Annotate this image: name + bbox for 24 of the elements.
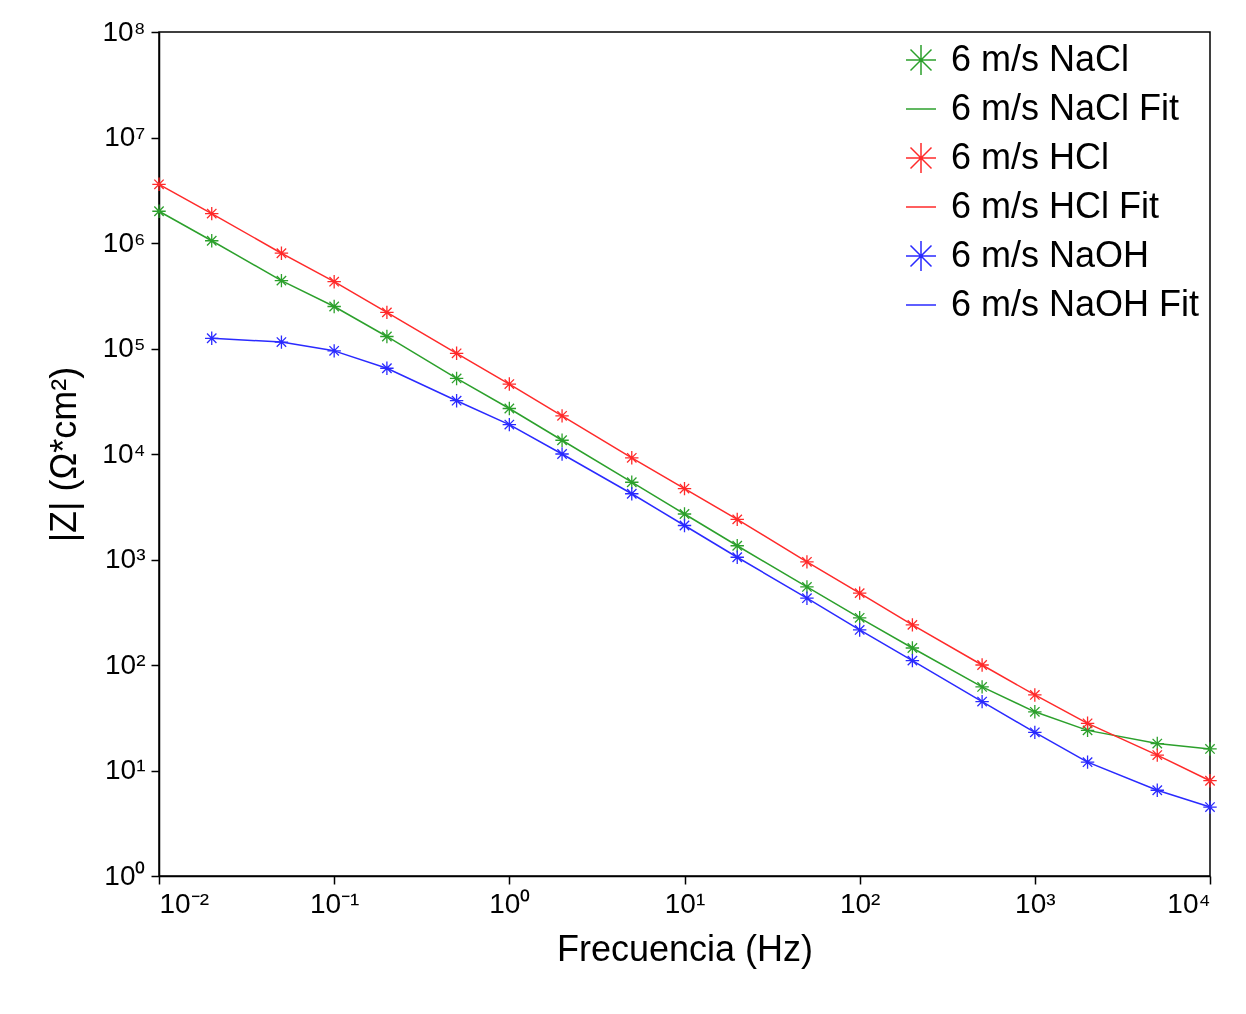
- x-tick-label: 10⁴: [1167, 887, 1211, 919]
- legend-label: 6 m/s NaCl Fit: [951, 87, 1180, 128]
- x-tick-label: 10¹: [664, 887, 706, 919]
- x-tick-label: 10²: [839, 887, 881, 919]
- x-axis-title: Frecuencia (Hz): [556, 927, 814, 969]
- legend-label: 6 m/s NaOH: [951, 234, 1150, 275]
- x-tick-label: 10⁰: [489, 887, 531, 919]
- legend-label: 6 m/s HCl: [951, 136, 1110, 177]
- legend-label: 6 m/s HCl Fit: [951, 185, 1160, 226]
- y-axis-title: |Z| (Ω*cm²): [43, 366, 85, 543]
- y-tick-label: 10⁰: [104, 859, 146, 891]
- x-tick-label: 10³: [1015, 887, 1056, 919]
- y-tick-label: 10⁴: [102, 437, 146, 469]
- y-tick-label: 10⁷: [104, 121, 146, 152]
- y-tick-label: 10³: [105, 543, 146, 574]
- x-tick-label: 10⁻¹: [309, 887, 360, 919]
- legend-label: 6 m/s NaCl: [951, 38, 1130, 79]
- y-tick-label: 10⁵: [102, 332, 146, 363]
- y-tick-label: 10⁶: [102, 226, 146, 258]
- y-tick-label: 10¹: [105, 754, 146, 785]
- y-tick-label: 10²: [105, 648, 146, 680]
- legend-label: 6 m/s NaOH Fit: [951, 283, 1200, 324]
- x-tick-label: 10⁻²: [159, 887, 209, 919]
- y-tick-label: 10⁸: [102, 15, 146, 47]
